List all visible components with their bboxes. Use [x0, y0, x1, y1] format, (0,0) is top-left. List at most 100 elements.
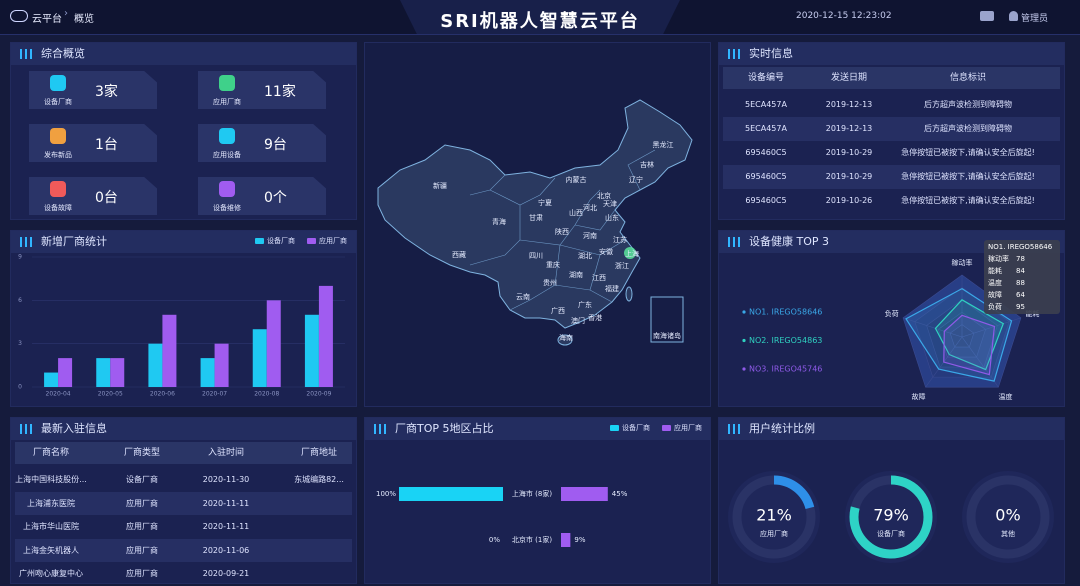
card-label: 应用厂商: [213, 98, 241, 106]
donut-track: [966, 475, 1050, 559]
breadcrumb[interactable]: 概览: [74, 14, 94, 25]
user-icon: [1009, 11, 1018, 21]
bar: [200, 358, 215, 387]
province-label: 内蒙古: [566, 175, 587, 184]
legend-label: NO2. IREGO54863: [749, 336, 822, 345]
card-icon: [219, 75, 235, 91]
card-value: 1台: [95, 137, 118, 153]
table-cell: 2019-10-29: [825, 172, 873, 181]
province-label: 西藏: [452, 250, 466, 259]
legend-swatch: [307, 238, 316, 244]
category-label: 上海市 (8家): [512, 489, 552, 498]
province-label: 广东: [578, 300, 592, 309]
bar: [96, 358, 111, 387]
legend-swatch: [255, 238, 264, 244]
legend-dot: [742, 310, 746, 314]
card-value: 3家: [95, 84, 118, 100]
tooltip-value: 64: [1016, 291, 1025, 299]
table-cell: 上海金矢机器人: [23, 545, 79, 555]
table-cell: 2020-09-21: [202, 569, 250, 578]
province-label: 山西: [569, 208, 583, 217]
card-icon: [50, 181, 66, 197]
tooltip-value: 95: [1016, 303, 1025, 311]
bar: [214, 343, 229, 387]
table-header: 设备编号 发送日期 信息标识: [723, 67, 1060, 89]
card-label: 设备厂商: [44, 98, 72, 106]
radar-indicator: 温度: [998, 392, 1012, 401]
card-value: 11家: [264, 84, 296, 100]
donut-arc: [732, 475, 816, 559]
bar: [44, 372, 59, 387]
panel-title: 最新入驻信息: [11, 418, 356, 440]
donut-arc: [849, 475, 933, 559]
table-cell: 695460C5: [745, 196, 787, 205]
overview-card: 应用设备 9台: [198, 124, 326, 162]
panel-title: 实时信息: [719, 43, 1064, 65]
province-label: 浙江: [615, 261, 629, 270]
message-icon[interactable]: [980, 11, 994, 21]
panel-title: 综合概览: [11, 43, 356, 65]
tooltip-key: 故障: [988, 290, 1002, 299]
table-cell: 后方超声波检测到障碍物: [924, 100, 1012, 109]
panel-title: 新增厂商统计: [11, 231, 356, 253]
province-label: 海南: [559, 333, 573, 342]
table-cell: 应用厂商: [126, 545, 158, 555]
tooltip-key: 能耗: [988, 266, 1002, 275]
table-row: 5ECA457A 2019-12-13 后方超声波检测到障碍物: [723, 93, 1060, 117]
table-cell: 5ECA457A: [745, 124, 787, 133]
y-tick-label: 0: [18, 384, 22, 391]
map-outline: [377, 99, 693, 329]
hainan-shape: [557, 334, 573, 346]
province-label: 重庆: [546, 260, 560, 269]
tooltip-key: 稼动率: [988, 254, 1009, 263]
province-label: 云南: [516, 292, 530, 301]
province-label: 南海诸岛: [653, 331, 681, 340]
legend-label: NO3. IREGO45746: [749, 365, 822, 374]
china-map: [377, 99, 693, 346]
province-label: 新疆: [433, 181, 447, 190]
table-cell: 东城编路82...: [294, 475, 344, 484]
table-cell: 设备厂商: [126, 475, 158, 484]
breadcrumb[interactable]: 云平台: [32, 14, 62, 25]
card-icon: [50, 128, 66, 144]
breadcrumb-sep: ›: [64, 8, 68, 19]
cloud-icon: [10, 10, 28, 22]
province-label: 广西: [551, 306, 565, 315]
table-cell: 急停按钮已被按下,请确认安全后旋起!: [901, 196, 1035, 205]
province-label: 陕西: [555, 227, 569, 236]
card-label: 设备维修: [213, 204, 241, 212]
tooltip-title: NO1. IREGO58646: [988, 243, 1053, 251]
table-cell: 上海浦东医院: [27, 498, 75, 508]
donut-label: 设备厂商: [877, 529, 905, 538]
table-row: 上海浦东医院 应用厂商 2020-11-11: [15, 491, 352, 515]
user-name[interactable]: 管理员: [1021, 14, 1049, 24]
table-cell: 2020-11-06: [202, 545, 250, 555]
radar-indicator: 负荷: [885, 309, 899, 318]
tooltip-key: 温度: [988, 278, 1002, 287]
donut-label: 应用厂商: [760, 529, 788, 538]
south-sea-box: [650, 296, 684, 343]
overview-panel: 综合概览 设备厂商 3家 应用厂商 11家 发布新品 1台 应用设备 9台 设备故障 0台 设备维修…: [10, 42, 357, 220]
table-row: 695460C5 2019-10-26 急停按钮已被按下,请确认安全后旋起!: [723, 189, 1060, 213]
bar: [318, 285, 333, 387]
tooltip-value: 78: [1016, 255, 1025, 263]
table-cell: 上海市华山医院: [23, 522, 79, 531]
overview-card: 设备厂商 3家: [29, 71, 157, 109]
bar: [561, 533, 571, 547]
card-icon: [219, 128, 235, 144]
bar: [252, 329, 267, 387]
province-label: 辽宁: [629, 175, 643, 184]
card-value: 0台: [95, 190, 118, 206]
y-tick-label: 3: [18, 340, 22, 347]
legend-label: 设备厂商: [267, 236, 295, 245]
location-dot[interactable]: [624, 247, 636, 259]
table-cell: 695460C5: [745, 148, 787, 157]
table-cell: 急停按钮已被按下,请确认安全后旋起!: [901, 148, 1035, 157]
table-cell: 后方超声波检测到障碍物: [924, 124, 1012, 133]
overview-card: 应用厂商 11家: [198, 71, 326, 109]
province-label: 天津: [603, 200, 617, 208]
bar: [110, 358, 125, 387]
legend-label: NO1. IREGO58646: [749, 308, 822, 317]
table-row: 5ECA457A 2019-12-13 后方超声波检测到障碍物: [723, 117, 1060, 141]
card-label: 设备故障: [44, 204, 72, 212]
